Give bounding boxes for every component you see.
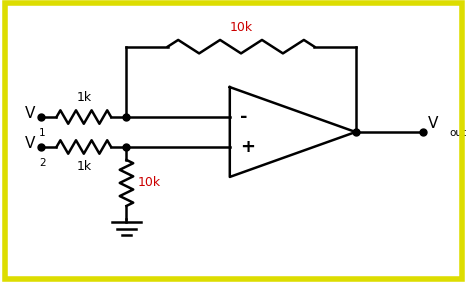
Text: V: V [25, 136, 36, 151]
Text: V: V [428, 116, 439, 131]
Text: out: out [449, 128, 466, 138]
Text: -: - [240, 108, 247, 126]
Text: 10k: 10k [138, 177, 161, 190]
Text: 1k: 1k [76, 91, 92, 104]
Text: 10k: 10k [229, 21, 253, 34]
Text: +: + [240, 138, 255, 156]
Text: 1: 1 [39, 128, 46, 138]
Text: V: V [25, 106, 36, 121]
Text: 2: 2 [39, 158, 46, 168]
Text: 1k: 1k [76, 160, 92, 173]
